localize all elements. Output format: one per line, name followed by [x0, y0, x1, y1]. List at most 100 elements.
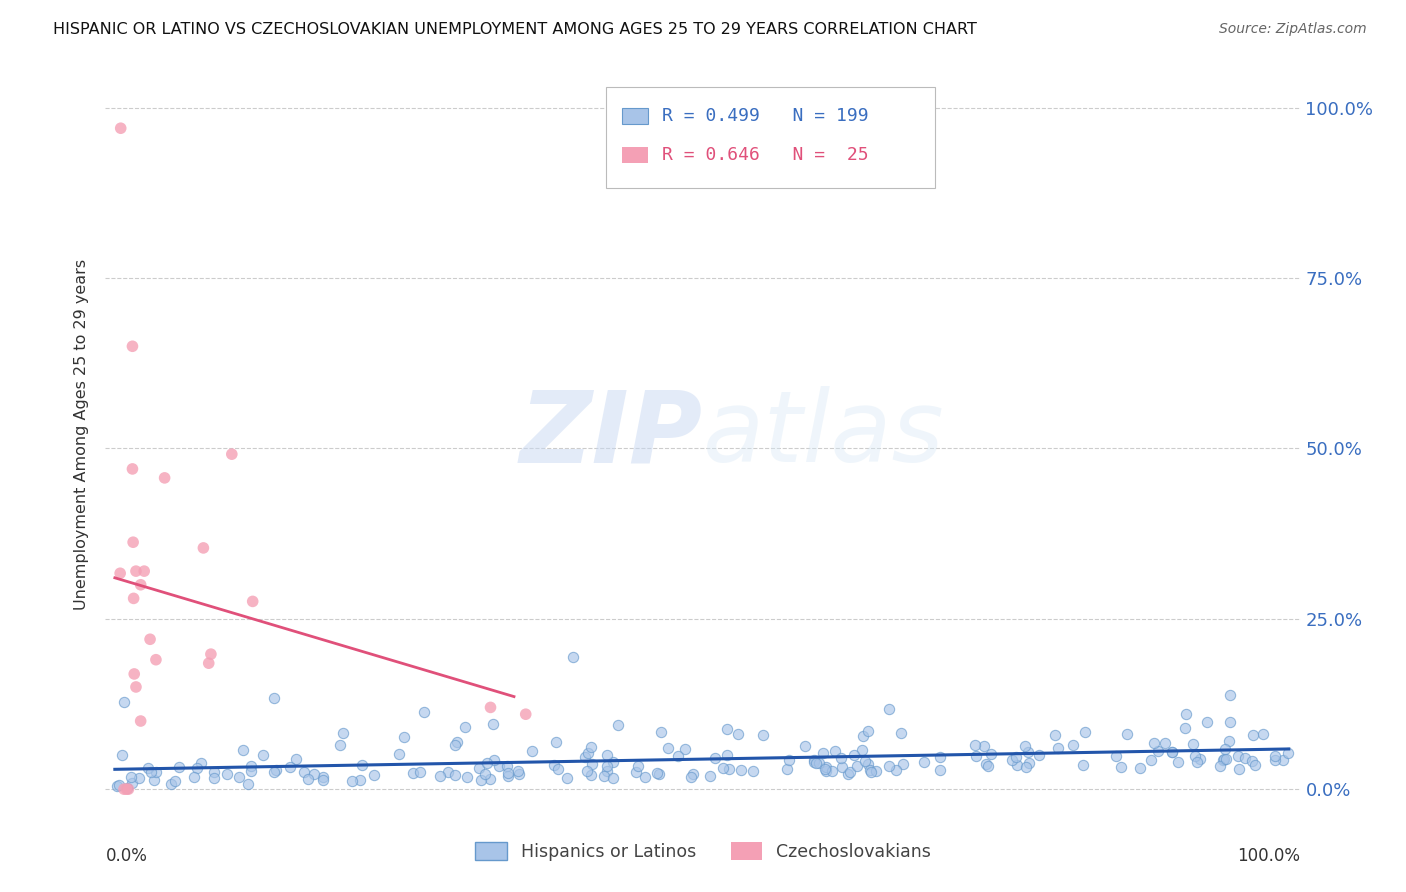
- Point: [856, 756, 879, 771]
- Point: [1209, 759, 1232, 773]
- Point: [963, 738, 986, 752]
- Point: [634, 770, 657, 784]
- FancyBboxPatch shape: [606, 87, 935, 188]
- Point: [153, 471, 176, 485]
- Point: [340, 773, 363, 788]
- Point: [711, 761, 734, 775]
- Y-axis label: Unemployment Among Ages 25 to 29 years: Unemployment Among Ages 25 to 29 years: [75, 260, 90, 610]
- Point: [496, 769, 519, 783]
- Point: [1004, 750, 1026, 764]
- Point: [839, 764, 862, 779]
- Point: [388, 747, 411, 761]
- Point: [1227, 749, 1250, 764]
- Point: [1129, 761, 1152, 775]
- Point: [125, 564, 148, 578]
- Point: [143, 773, 166, 788]
- Point: [1212, 753, 1234, 767]
- Point: [488, 759, 510, 773]
- Point: [107, 778, 129, 792]
- Point: [1062, 738, 1084, 752]
- Point: [1018, 756, 1040, 770]
- Point: [1244, 757, 1267, 772]
- Point: [596, 759, 619, 773]
- Point: [122, 535, 145, 549]
- Point: [778, 753, 800, 767]
- Point: [467, 761, 489, 775]
- Point: [122, 591, 145, 606]
- Point: [329, 739, 352, 753]
- Point: [602, 755, 624, 769]
- Point: [122, 667, 145, 681]
- Point: [139, 632, 162, 647]
- Point: [574, 750, 596, 764]
- Point: [202, 771, 225, 785]
- Point: [183, 770, 205, 784]
- Point: [716, 722, 738, 736]
- Point: [482, 717, 505, 731]
- Point: [814, 760, 837, 774]
- Point: [240, 759, 263, 773]
- Point: [824, 743, 846, 757]
- FancyBboxPatch shape: [621, 147, 648, 163]
- Point: [596, 764, 619, 778]
- Point: [807, 756, 830, 770]
- Point: [264, 763, 287, 777]
- Point: [163, 774, 186, 789]
- Point: [228, 771, 250, 785]
- Point: [508, 766, 530, 780]
- Point: [190, 756, 212, 770]
- Point: [929, 750, 952, 764]
- Point: [117, 782, 139, 797]
- Point: [1218, 734, 1240, 748]
- Point: [1160, 745, 1182, 759]
- Point: [1184, 749, 1206, 764]
- Point: [129, 714, 152, 728]
- Point: [581, 767, 603, 781]
- Point: [238, 777, 260, 791]
- Point: [976, 759, 998, 773]
- Point: [592, 769, 614, 783]
- Point: [1212, 751, 1234, 765]
- Point: [496, 766, 519, 780]
- Point: [742, 764, 765, 779]
- Point: [1182, 737, 1205, 751]
- Point: [193, 541, 215, 555]
- Point: [891, 756, 914, 771]
- Text: R = 0.499   N = 199: R = 0.499 N = 199: [662, 107, 869, 125]
- Point: [110, 121, 132, 136]
- Point: [475, 756, 498, 771]
- Point: [1219, 689, 1241, 703]
- Point: [856, 724, 879, 739]
- Point: [444, 738, 467, 752]
- Point: [704, 751, 727, 765]
- Point: [129, 578, 152, 592]
- Point: [292, 764, 315, 779]
- Point: [108, 566, 131, 581]
- Point: [668, 749, 690, 764]
- Point: [645, 766, 668, 780]
- Point: [363, 768, 385, 782]
- Point: [752, 728, 775, 742]
- Text: R = 0.646   N =  25: R = 0.646 N = 25: [662, 146, 869, 164]
- Point: [221, 447, 243, 461]
- Point: [845, 759, 868, 773]
- Point: [837, 766, 859, 780]
- Point: [470, 772, 492, 787]
- Point: [831, 760, 853, 774]
- Point: [263, 691, 285, 706]
- Point: [912, 755, 935, 769]
- Point: [1233, 751, 1256, 765]
- Point: [520, 744, 543, 758]
- Point: [1251, 726, 1274, 740]
- Point: [115, 780, 138, 795]
- Point: [673, 742, 696, 756]
- Point: [928, 763, 950, 777]
- Point: [547, 762, 569, 776]
- Point: [1028, 748, 1050, 763]
- Point: [657, 741, 679, 756]
- Point: [312, 772, 335, 787]
- Point: [595, 747, 617, 762]
- Point: [830, 751, 852, 765]
- Point: [1143, 736, 1166, 750]
- Point: [332, 726, 354, 740]
